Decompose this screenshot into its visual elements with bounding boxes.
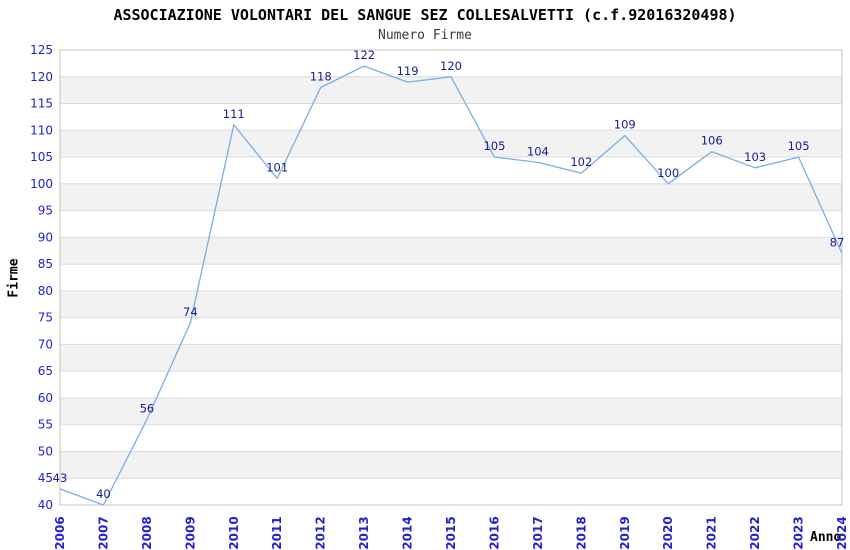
data-label: 111 [223, 107, 245, 121]
plot-band [60, 290, 842, 318]
plot-border [59, 49, 843, 506]
y-tick-label: 105 [30, 150, 53, 164]
data-label: 120 [440, 59, 462, 73]
plot-band [60, 344, 842, 372]
plot-band [60, 76, 842, 104]
x-tick-label: 2021 [705, 516, 719, 549]
data-label: 40 [96, 487, 111, 501]
data-label: 118 [310, 69, 332, 83]
y-tick-label: 125 [30, 43, 53, 57]
y-tick-label: 120 [30, 70, 53, 84]
data-label: 109 [614, 118, 636, 132]
y-tick-label: 55 [38, 418, 53, 432]
x-tick-label: 2013 [357, 516, 371, 549]
x-tick-label: 2009 [183, 516, 197, 549]
y-tick-label: 115 [30, 97, 53, 111]
chart-title: ASSOCIAZIONE VOLONTARI DEL SANGUE SEZ CO… [113, 6, 737, 24]
data-label: 56 [140, 401, 155, 415]
data-label: 105 [483, 139, 505, 153]
data-label: 119 [397, 64, 419, 78]
y-tick-label: 75 [38, 311, 53, 325]
x-tick-label: 2020 [661, 516, 675, 549]
data-label: 74 [183, 305, 198, 319]
x-tick-label: 2007 [96, 516, 110, 549]
y-tick-label: 70 [38, 337, 53, 351]
data-label: 43 [53, 471, 68, 485]
data-label: 101 [266, 160, 288, 174]
data-label: 87 [830, 235, 845, 249]
x-tick-label: 2023 [792, 516, 806, 549]
plot-band [60, 237, 842, 265]
y-tick-label: 40 [38, 498, 53, 512]
x-axis-title: Anno [810, 530, 842, 545]
x-tick-label: 2019 [618, 516, 632, 549]
x-tick-label: 2014 [401, 516, 415, 549]
x-tick-label: 2022 [748, 516, 762, 549]
x-tick-label: 2018 [574, 516, 588, 549]
x-tick-label: 2017 [531, 516, 545, 549]
plot-band [60, 130, 842, 158]
x-tick-label: 2010 [227, 516, 241, 549]
x-tick-label: 2024 [835, 516, 849, 549]
y-tick-label: 65 [38, 364, 53, 378]
y-tick-label: 100 [30, 177, 53, 191]
plot-band [60, 183, 842, 211]
data-label: 105 [788, 139, 810, 153]
data-label: 122 [353, 48, 375, 62]
plot-band [60, 397, 842, 425]
data-label: 100 [657, 166, 679, 180]
data-label: 106 [701, 134, 723, 148]
plot-band [60, 451, 842, 479]
data-label: 102 [570, 155, 592, 169]
y-tick-label: 45 [38, 471, 53, 485]
data-label: 104 [527, 144, 549, 158]
y-tick-label: 80 [38, 284, 53, 298]
x-tick-label: 2015 [444, 516, 458, 549]
x-tick-label: 2006 [53, 516, 67, 549]
chart-subtitle: Numero Firme [378, 28, 472, 43]
y-tick-label: 85 [38, 257, 53, 271]
y-tick-label: 90 [38, 230, 53, 244]
series-line [59, 65, 843, 506]
y-tick-label: 50 [38, 444, 53, 458]
y-tick-label: 95 [38, 204, 53, 218]
x-tick-label: 2011 [270, 516, 284, 549]
data-label: 103 [744, 150, 766, 164]
y-tick-label: 110 [30, 123, 53, 137]
x-tick-label: 2012 [314, 516, 328, 549]
x-tick-label: 2008 [140, 516, 154, 549]
x-tick-label: 2016 [487, 516, 501, 549]
y-tick-label: 60 [38, 391, 53, 405]
